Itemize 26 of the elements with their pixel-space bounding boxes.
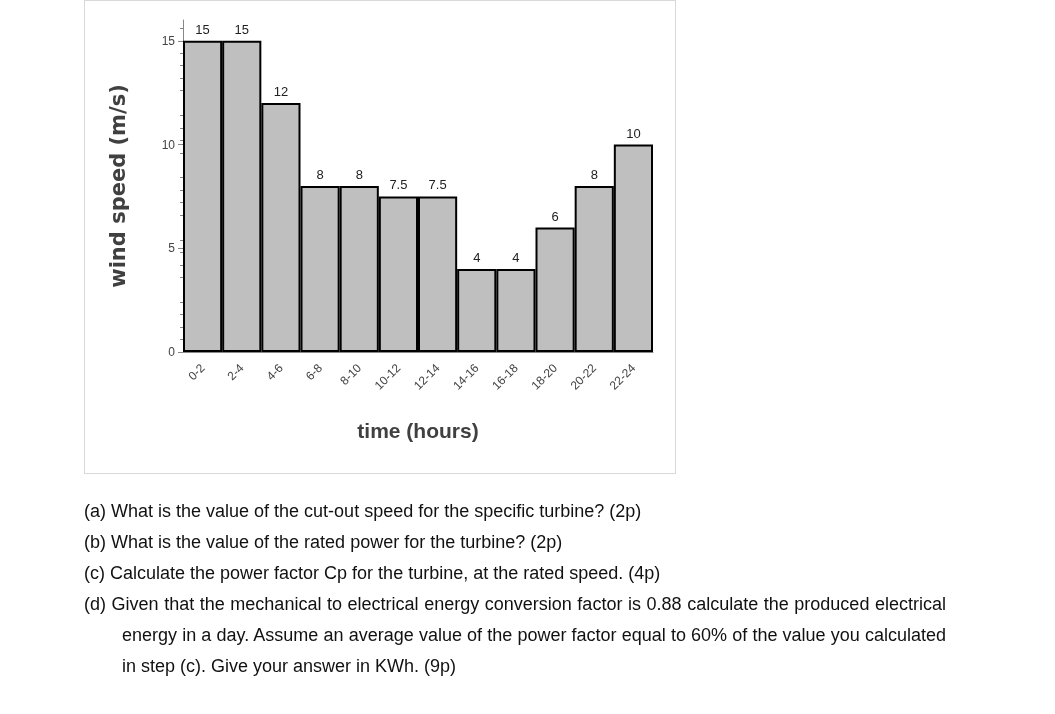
data-label: 4 [512,250,520,265]
data-label: 8 [316,167,324,182]
data-label: 6 [551,208,559,224]
y-tick-label: 5 [168,241,176,256]
text: (c) Calculate the power factor Cp for the turbine, at the rated speed. (4p) [84,562,662,585]
x-tick-label: 0-2 [185,360,208,384]
text: (a) What is the value of the cut-out speed for the specific turbine? (2p) [84,500,643,523]
x-tick-label: 4-6 [263,360,287,384]
data-label: 7.5 [428,177,447,193]
y-tick-label: 15 [161,33,176,48]
y-axis-title: wind speed (m/s) [105,84,130,288]
data-label: 4 [473,250,481,265]
data-label: 15 [234,21,249,37]
x-tick-label: 6-8 [302,360,326,384]
data-label: 10 [626,125,641,141]
data-label: 8 [590,167,598,182]
x-tick-label: 2-4 [224,360,247,384]
y-tick-label: 10 [161,137,176,152]
data-label: 15 [195,21,210,37]
data-label: 7.5 [389,177,408,193]
text: (b) What is the value of the rated power for the turbine? (2p) [84,531,564,554]
data-label: 12 [273,84,289,99]
x-axis-title: time (hours) [357,419,479,442]
text: (d) Given that the mechanical to electrical energy conversion factor is 0.88 calculate the produced electrical energy in a day. Assume an average value of the power factor equal to 60% of the value you calculated in step (c). Give your answer in KWh. (9p) [84,593,946,678]
data-label: 8 [355,167,363,182]
y-tick-label: 0 [168,345,176,359]
